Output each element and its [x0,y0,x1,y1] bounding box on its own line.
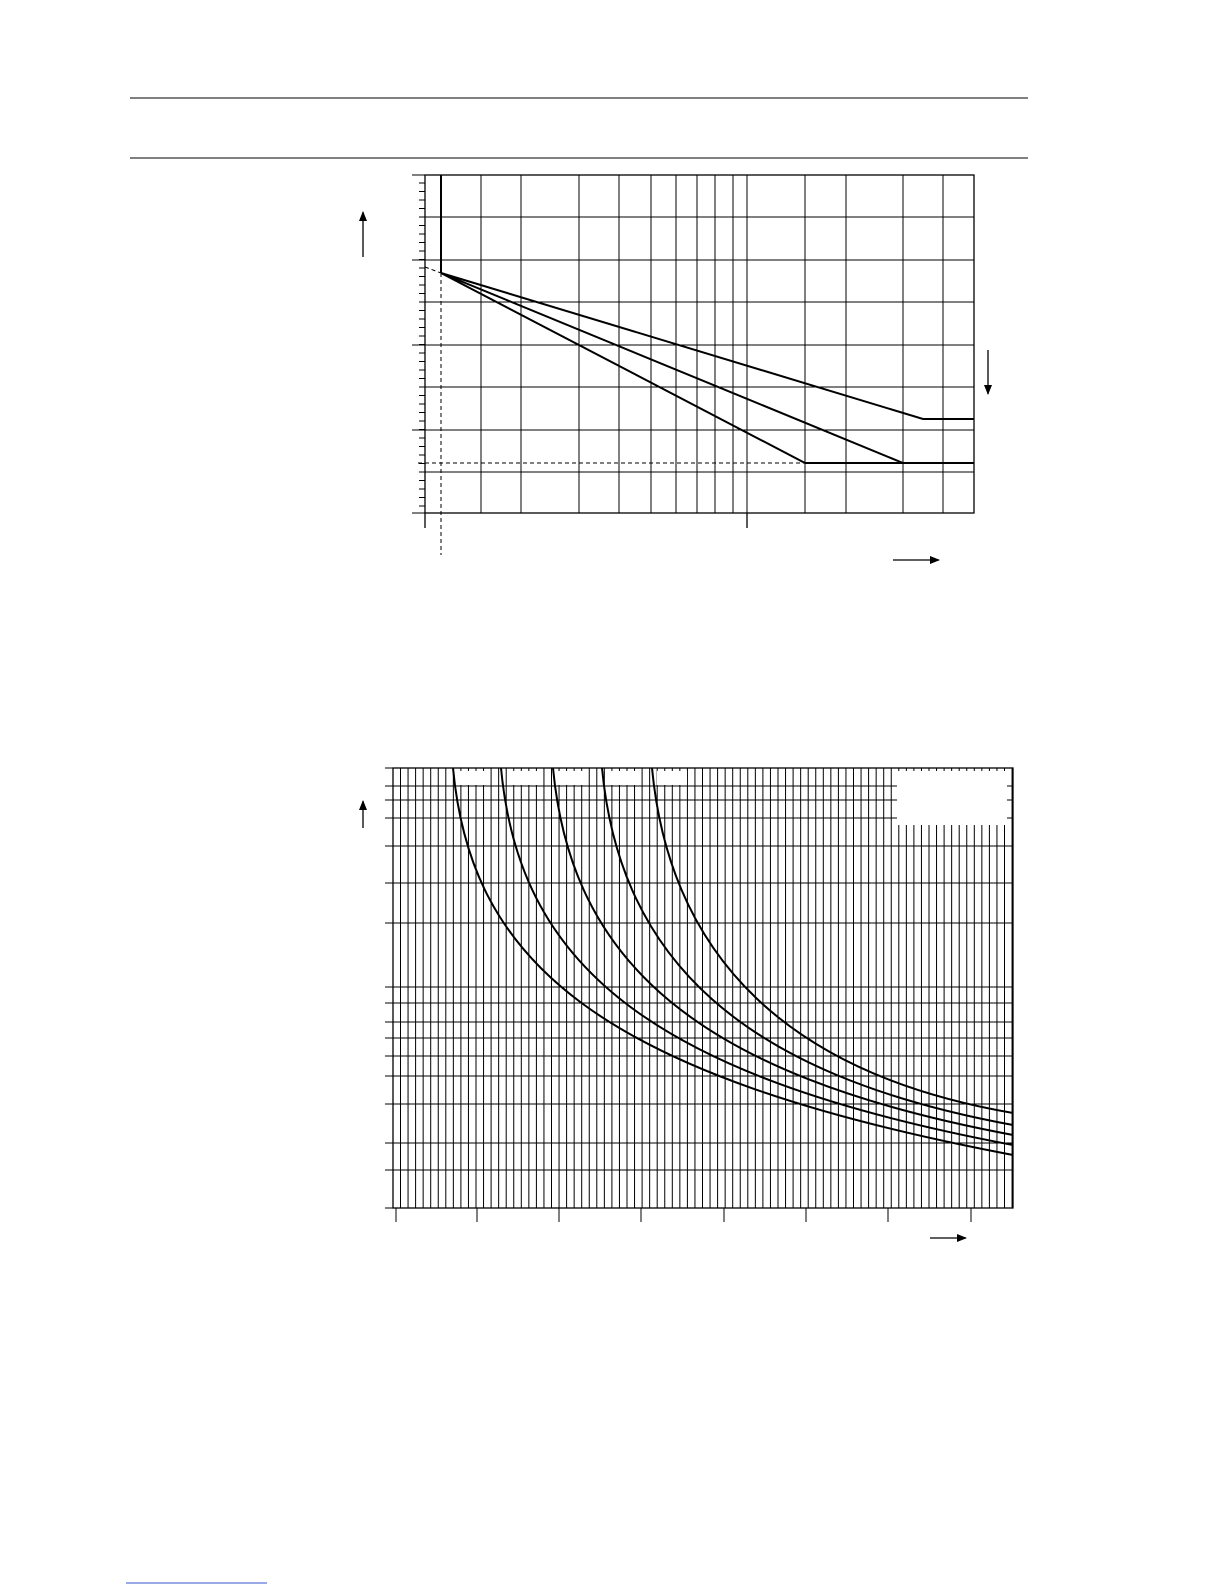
label-box [558,771,588,785]
curve [651,767,1014,1114]
curve [440,272,974,420]
curve [500,767,1014,1146]
label-box [897,771,1007,825]
curve [452,767,1014,1156]
characteristic-diagram [359,767,1014,1242]
label-box [458,771,486,785]
label-box [607,771,637,785]
derating-diagram [359,174,992,564]
curve [552,767,1014,1136]
label-box [657,771,687,785]
reference-line [424,266,442,274]
curve [601,767,1014,1126]
plot-frame [392,767,1014,1209]
plot-frame [424,174,975,514]
label-box [507,771,541,785]
